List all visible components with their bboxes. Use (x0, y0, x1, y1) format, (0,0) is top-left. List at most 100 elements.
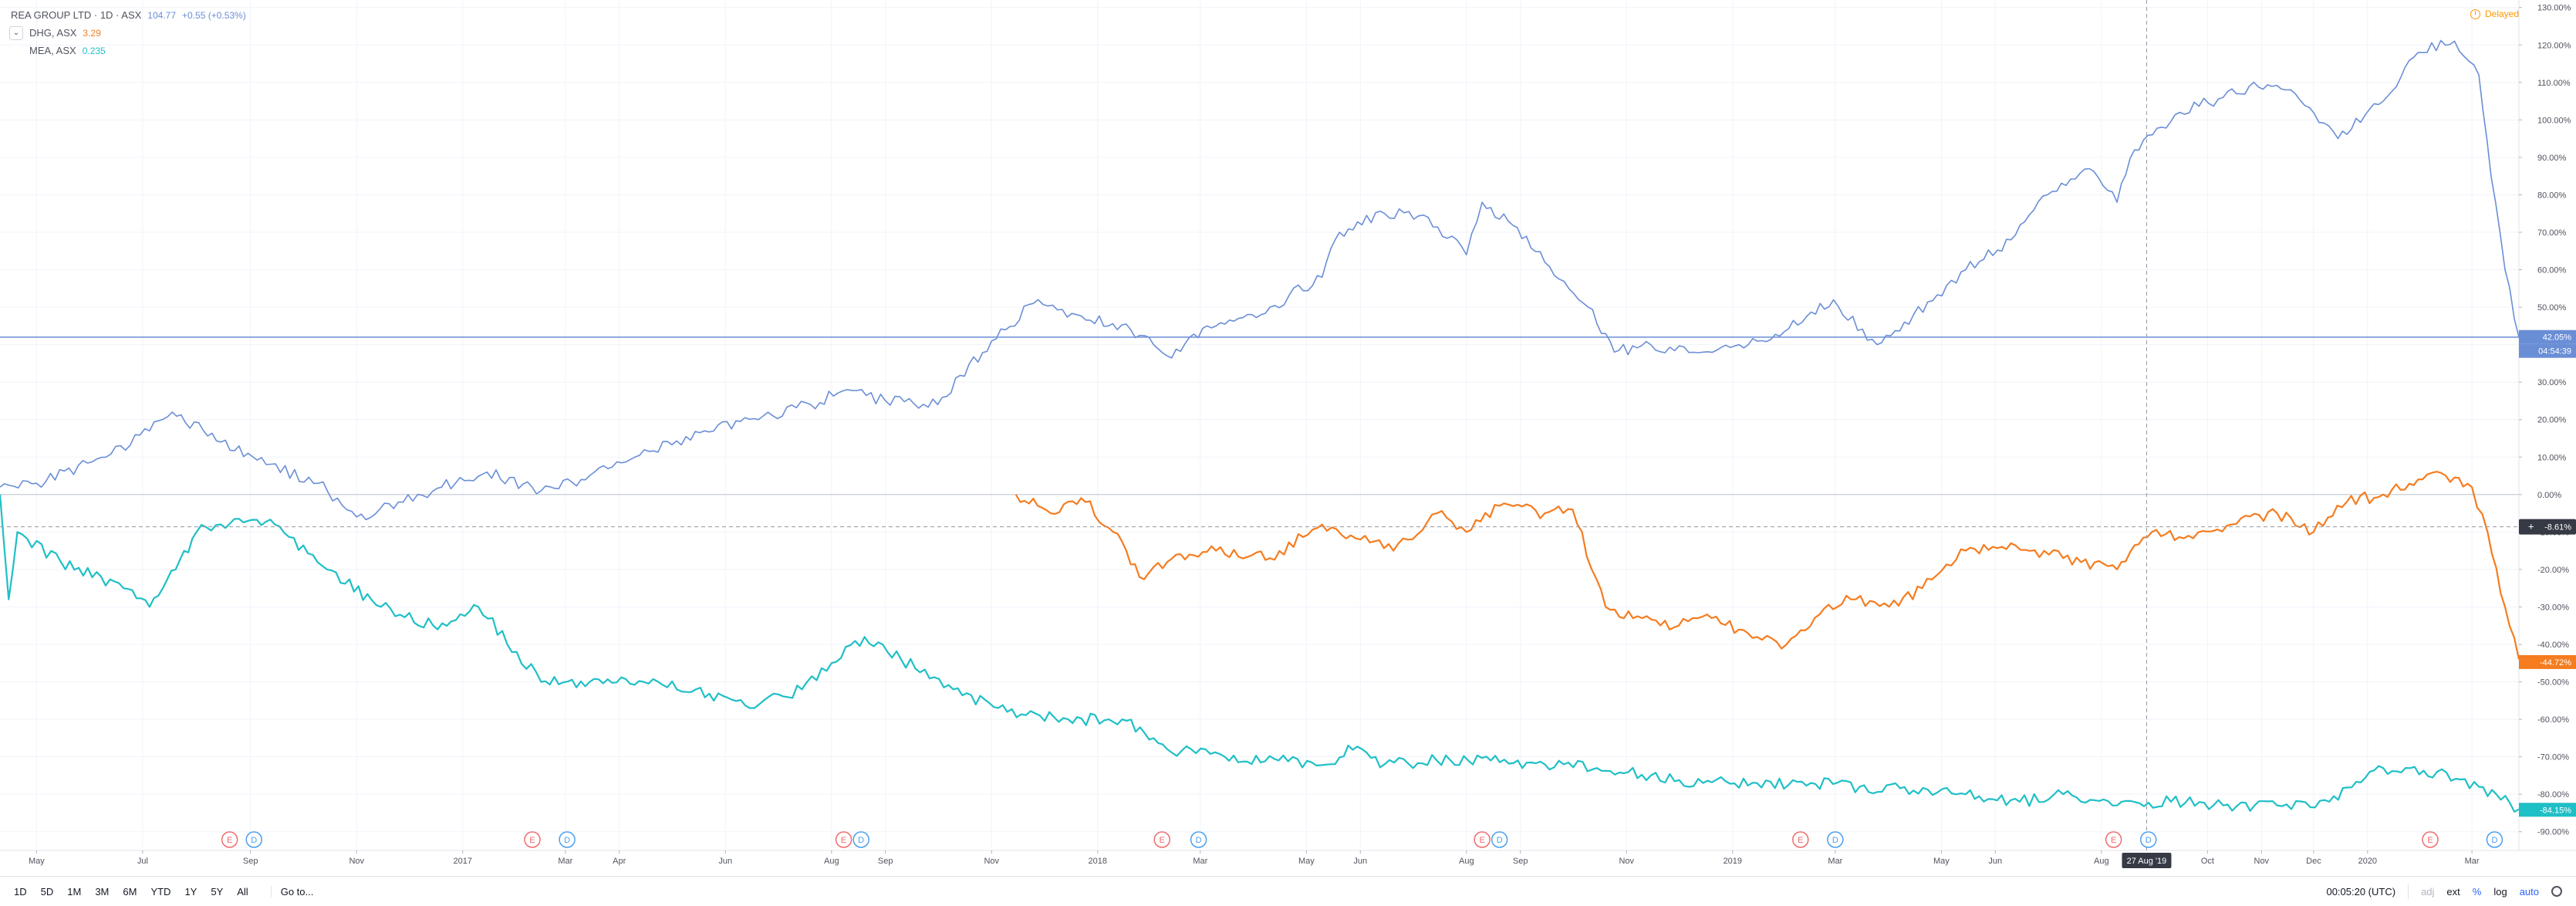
x-tick-label: Oct (2201, 857, 2214, 866)
x-tick-label: Jun (718, 857, 732, 866)
dividend-marker[interactable] (1491, 831, 1508, 848)
crosshair-date-label: 27 Aug '19 (2127, 857, 2167, 866)
event-marker-label: D (1196, 836, 1202, 845)
log-toggle[interactable]: log (2493, 885, 2507, 898)
range-6m-button[interactable]: 6M (123, 885, 137, 898)
x-tick-label: Jun (1353, 857, 1367, 866)
dividend-marker[interactable] (245, 831, 262, 848)
event-marker-label: E (529, 836, 535, 845)
earnings-marker[interactable] (2422, 831, 2439, 848)
y-tick-label: -60.00% (2537, 715, 2569, 725)
x-tick-label: Aug (2094, 857, 2109, 866)
y-tick-label: -30.00% (2537, 603, 2569, 612)
earnings-marker[interactable] (835, 831, 852, 848)
countdown-box (2519, 343, 2576, 358)
clock-icon (2470, 8, 2480, 19)
adj-toggle[interactable]: adj (2421, 885, 2435, 898)
x-tick-label: Aug (1459, 857, 1474, 866)
utc-time[interactable]: 00:05:20 (UTC) (2326, 885, 2396, 898)
event-marker-label: D (251, 836, 257, 845)
delayed-status[interactable]: Delayed (2470, 8, 2519, 19)
ext-toggle[interactable]: ext (2446, 885, 2460, 898)
event-marker-label: E (1798, 836, 1803, 845)
x-tick-label: 2019 (1724, 857, 1742, 866)
y-tick-label: 10.00% (2537, 453, 2567, 462)
crosshair: 27 Aug '19 + -8.61% (0, 0, 2576, 868)
y-axis[interactable]: 130.00% 120.00% 110.00% 100.00% 90.00% 80.00%… (2519, 4, 2571, 837)
chart-canvas[interactable]: 130.00% 120.00% 110.00% 100.00% 90.00% 80.00%… (0, 0, 2576, 876)
legend-main-change: +0.55 (+0.53%) (182, 9, 246, 21)
legend-item-dhg-name: DHG, ASX (29, 26, 77, 39)
x-tick-label: 2020 (2358, 857, 2377, 866)
y-tick-label: -70.00% (2537, 753, 2569, 762)
x-axis[interactable]: May Jul Sep Nov 2017 Mar Apr Jun Aug Sep Nov 2018 Ma… (29, 850, 2480, 866)
x-tick-label: Jul (137, 857, 148, 866)
axis-borders (0, 0, 2576, 851)
series-line-mea (0, 494, 2520, 813)
y-tick-label: 90.00% (2537, 154, 2567, 163)
x-tick-label: May (29, 857, 45, 866)
x-tick-label: Nov (349, 857, 364, 866)
dividend-marker[interactable] (1190, 831, 1207, 848)
x-tick-label: Mar (558, 857, 572, 866)
legend-item-mea-value: 0.235 (82, 45, 106, 56)
y-tick-label: -50.00% (2537, 678, 2569, 688)
x-tick-label: 2018 (1089, 857, 1107, 866)
legend-item-mea-name: MEA, ASX (29, 44, 76, 56)
event-marker-label: D (1497, 836, 1503, 845)
event-marker-label: D (2491, 836, 2497, 845)
event-marker-label: E (2111, 836, 2116, 845)
last-value-label: -84.15% (2540, 806, 2571, 815)
last-value-label: 42.05% (2543, 333, 2572, 343)
dividend-marker[interactable] (1827, 831, 1844, 848)
earnings-marker[interactable] (524, 831, 541, 848)
earnings-marker[interactable] (221, 831, 238, 848)
x-tick-label: Mar (1828, 857, 1842, 866)
earnings-marker[interactable] (1792, 831, 1809, 848)
legend-item-dhg[interactable]: ⌄ DHG, ASX 3.29 (9, 24, 246, 42)
range-1m-button[interactable]: 1M (67, 885, 82, 898)
range-all-button[interactable]: All (237, 885, 248, 898)
earnings-marker[interactable] (1153, 831, 1170, 848)
legend-item-dhg-value: 3.29 (83, 27, 101, 39)
plus-icon[interactable]: + (2528, 521, 2534, 532)
event-marker-label: E (1479, 836, 1484, 845)
chevron-down-icon[interactable]: ⌄ (9, 25, 23, 40)
dividend-marker[interactable] (2486, 831, 2503, 848)
x-tick-label: Nov (2254, 857, 2270, 866)
range-ytd-button[interactable]: YTD (150, 885, 171, 898)
dividend-marker[interactable] (559, 831, 576, 848)
bottom-right-controls: 00:05:20 (UTC) adj ext % log auto (2326, 877, 2562, 906)
gear-icon[interactable] (2551, 886, 2562, 897)
x-tick-label: 2017 (454, 857, 472, 866)
auto-toggle[interactable]: auto (2519, 885, 2539, 898)
range-1d-button[interactable]: 1D (14, 885, 27, 898)
y-tick-label: -20.00% (2537, 566, 2569, 575)
divider (2408, 884, 2409, 899)
range-3m-button[interactable]: 3M (95, 885, 110, 898)
last-value-label: -44.72% (2540, 658, 2571, 668)
x-tick-label: Aug (824, 857, 839, 866)
range-5y-button[interactable]: 5Y (211, 885, 224, 898)
range-1y-button[interactable]: 1Y (184, 885, 198, 898)
goto-button[interactable]: Go to... (270, 885, 313, 898)
x-tick-label: Mar (2465, 857, 2480, 866)
countdown-label: 04:54:39 (2538, 347, 2571, 357)
legend-item-mea[interactable]: MEA, ASX 0.235 (11, 42, 246, 59)
y-tick-label: -90.00% (2537, 828, 2569, 837)
dividend-marker[interactable] (852, 831, 869, 848)
legend-main[interactable]: REA GROUP LTD · 1D · ASX 104.77 +0.55 (+… (11, 6, 246, 24)
earnings-marker[interactable] (1474, 831, 1491, 848)
percent-toggle[interactable]: % (2472, 885, 2482, 898)
y-tick-label: 120.00% (2537, 41, 2571, 50)
last-value-box (2519, 654, 2576, 669)
event-marker-label: E (841, 836, 846, 845)
earnings-marker[interactable] (2105, 831, 2122, 848)
y-tick-label: 100.00% (2537, 116, 2571, 125)
series-line-dhg (1015, 471, 2520, 660)
range-5d-button[interactable]: 5D (40, 885, 54, 898)
dividend-marker[interactable] (2139, 831, 2157, 848)
y-tick-label: 130.00% (2537, 4, 2571, 13)
series-layer (0, 39, 2520, 813)
